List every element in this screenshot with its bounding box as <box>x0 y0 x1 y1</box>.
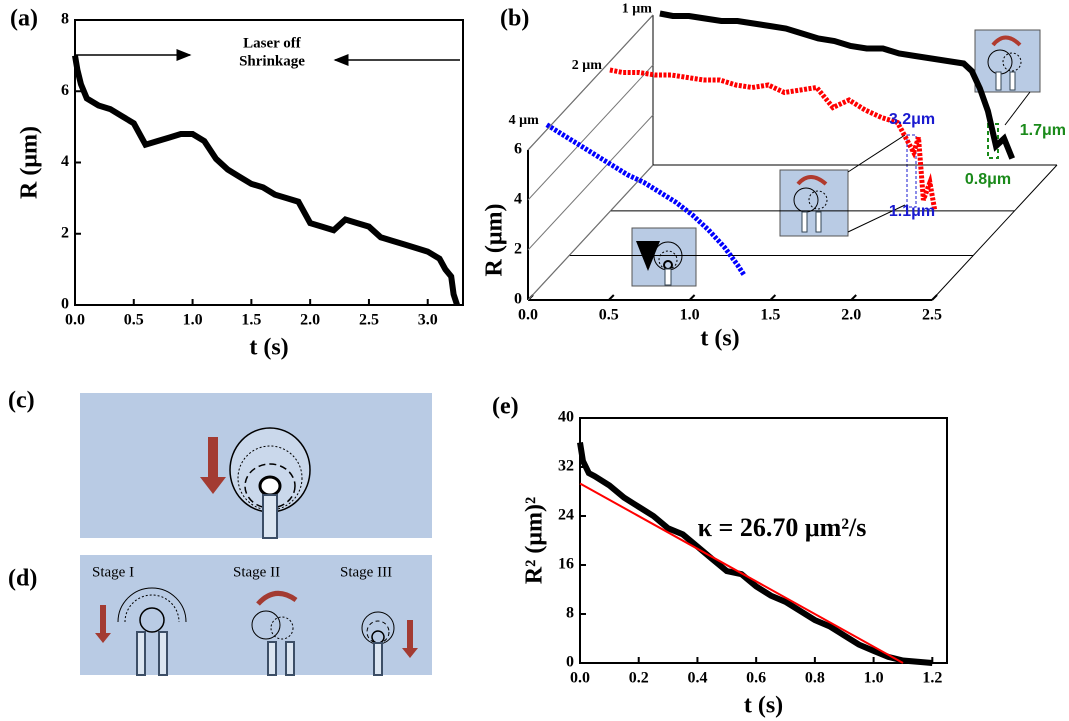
diagram-c <box>80 393 432 539</box>
x-tick-label: 1.5 <box>760 307 780 324</box>
y-tick-label: 4 <box>61 153 69 170</box>
x-tick <box>850 294 857 301</box>
data-line <box>609 67 938 211</box>
y-tick-label: 0 <box>61 296 69 313</box>
x-tick-label: 0.5 <box>599 307 619 324</box>
stage-label: Stage I <box>92 564 134 580</box>
y-tick-label: 16 <box>558 556 574 573</box>
panel-label: (e) <box>492 394 519 420</box>
grid-line <box>527 114 654 251</box>
panel-label: (b) <box>500 6 529 32</box>
y-tick-label: 2 <box>61 224 69 241</box>
y-axis-label: R (μm) <box>482 204 508 277</box>
y-tick-label: 24 <box>558 507 574 524</box>
y-tick-label: 40 <box>558 409 574 426</box>
y-axis-label: R² (μm)² <box>522 497 548 584</box>
y-tick-label: 6 <box>61 82 69 99</box>
stage-label: Stage II <box>233 564 280 580</box>
grid-line <box>527 164 654 301</box>
x-tick <box>608 294 615 301</box>
x-tick-label: 1.5 <box>241 312 261 329</box>
x-axis-label: t (s) <box>700 326 739 352</box>
data-line <box>577 442 933 666</box>
x-tick <box>931 294 938 301</box>
y-axis-label: R (μm) <box>17 126 43 199</box>
annotation: 1.1μm <box>889 203 935 220</box>
y-tick-label: 8 <box>61 11 69 28</box>
x-tick-label: 1.0 <box>680 307 700 324</box>
x-tick-label: 3.0 <box>418 312 438 329</box>
x-tick-label: 2.0 <box>841 307 861 324</box>
x-axis-label: t (s) <box>249 335 288 361</box>
inset <box>779 134 917 237</box>
x-tick-label: 2.0 <box>300 312 320 329</box>
annotation: 3.2μm <box>889 111 935 128</box>
grid-line <box>527 64 654 201</box>
x-tick-label: 0.0 <box>65 312 85 329</box>
annotation: κ = 26.70 μm²/s <box>698 513 867 542</box>
inset <box>974 29 1041 159</box>
y-tick-label: 6 <box>514 141 522 158</box>
annotation: Shrinkage <box>239 53 305 69</box>
axis-frame <box>931 164 1058 301</box>
data-line <box>659 10 1015 160</box>
x-axis-label: t (s) <box>744 693 783 719</box>
series-label: 1 μm <box>622 2 652 17</box>
annotation: 0.8μm <box>965 171 1011 188</box>
y-tick-label: 2 <box>514 241 522 258</box>
x-tick-label: 2.5 <box>922 307 942 324</box>
y-tick-label: 0 <box>566 654 574 671</box>
x-tick-label: 1.0 <box>183 312 203 329</box>
x-tick-label: 1.2 <box>922 670 942 687</box>
stage-label: Stage III <box>340 564 392 580</box>
panel-label: (a) <box>10 6 38 32</box>
x-tick-label: 1.0 <box>864 670 884 687</box>
y-tick-label: 32 <box>558 458 574 475</box>
diagram-d <box>80 555 432 676</box>
data-line <box>545 122 746 277</box>
x-tick-label: 0.6 <box>746 670 766 687</box>
panel-label: (c) <box>8 388 35 414</box>
fit-line <box>579 482 904 664</box>
plot-frame <box>579 417 948 664</box>
x-tick-label: 0.4 <box>687 670 707 687</box>
y-tick-label: 0 <box>514 291 522 308</box>
y-tick-label: 8 <box>566 605 574 622</box>
y-tick-label: 4 <box>514 191 522 208</box>
x-tick-label: 0.0 <box>518 307 538 324</box>
x-tick-label: 2.5 <box>359 312 379 329</box>
x-tick-label: 0.5 <box>124 312 144 329</box>
series-label: 2 μm <box>572 58 602 73</box>
inset <box>631 227 697 287</box>
x-tick-label: 0.8 <box>805 670 825 687</box>
annotation: 1.7μm <box>1020 122 1066 139</box>
annotation: Laser off <box>243 35 302 51</box>
panel-label: (d) <box>8 566 37 592</box>
x-tick <box>769 294 777 301</box>
x-tick-label: 0.2 <box>629 670 649 687</box>
grid-line <box>527 14 654 151</box>
x-tick-label: 0.0 <box>570 670 590 687</box>
data-line <box>72 55 460 306</box>
series-label: 4 μm <box>509 113 539 128</box>
x-tick <box>688 294 696 301</box>
